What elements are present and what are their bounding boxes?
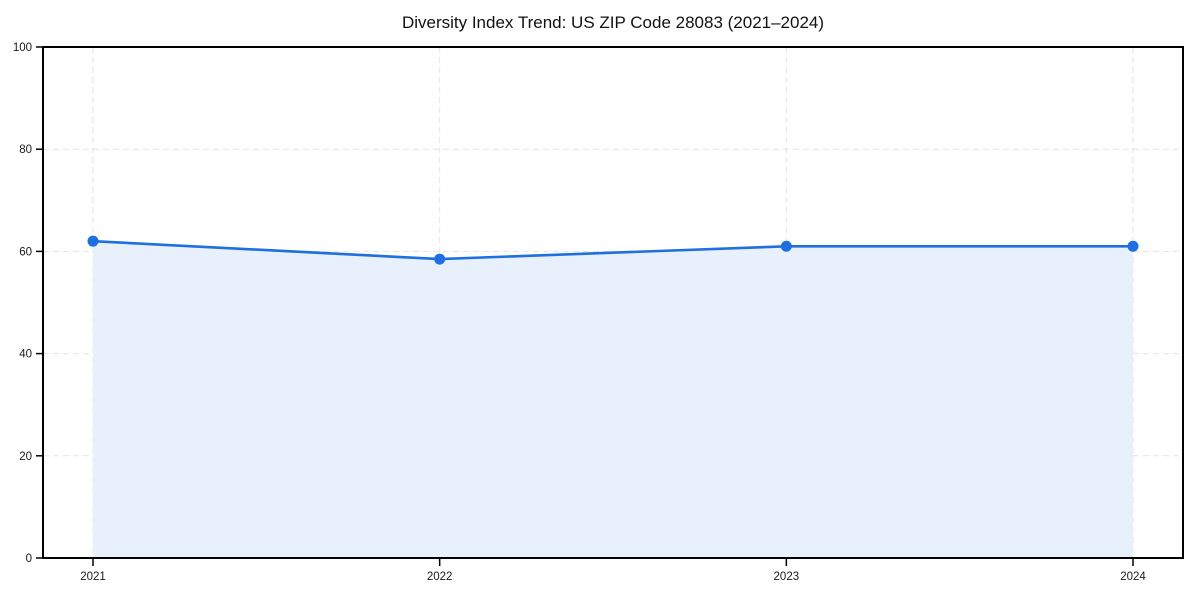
y-tick-label-0: 0 [26,553,32,565]
y-tick-label-80: 80 [19,144,32,156]
y-tick-label-20: 20 [19,451,32,463]
data-point-2022 [434,253,446,265]
data-point-2024 [1127,240,1139,252]
data-point-2023 [780,240,792,252]
x-tick-label-2022: 2022 [427,571,453,583]
chart-title: Diversity Index Trend: US ZIP Code 28083… [401,13,825,32]
x-tick-label-2021: 2021 [80,571,106,583]
y-tick-label-40: 40 [19,349,32,361]
plot-border [42,46,1184,559]
y-tick-label-100: 100 [13,42,32,54]
y-tick-label-60: 60 [19,246,32,258]
area-fill [93,241,1133,558]
trend-line [91,239,1135,261]
x-tick-label-2023: 2023 [774,571,800,583]
data-point-2021 [87,235,99,247]
x-tick-label-2024: 2024 [1120,571,1146,583]
